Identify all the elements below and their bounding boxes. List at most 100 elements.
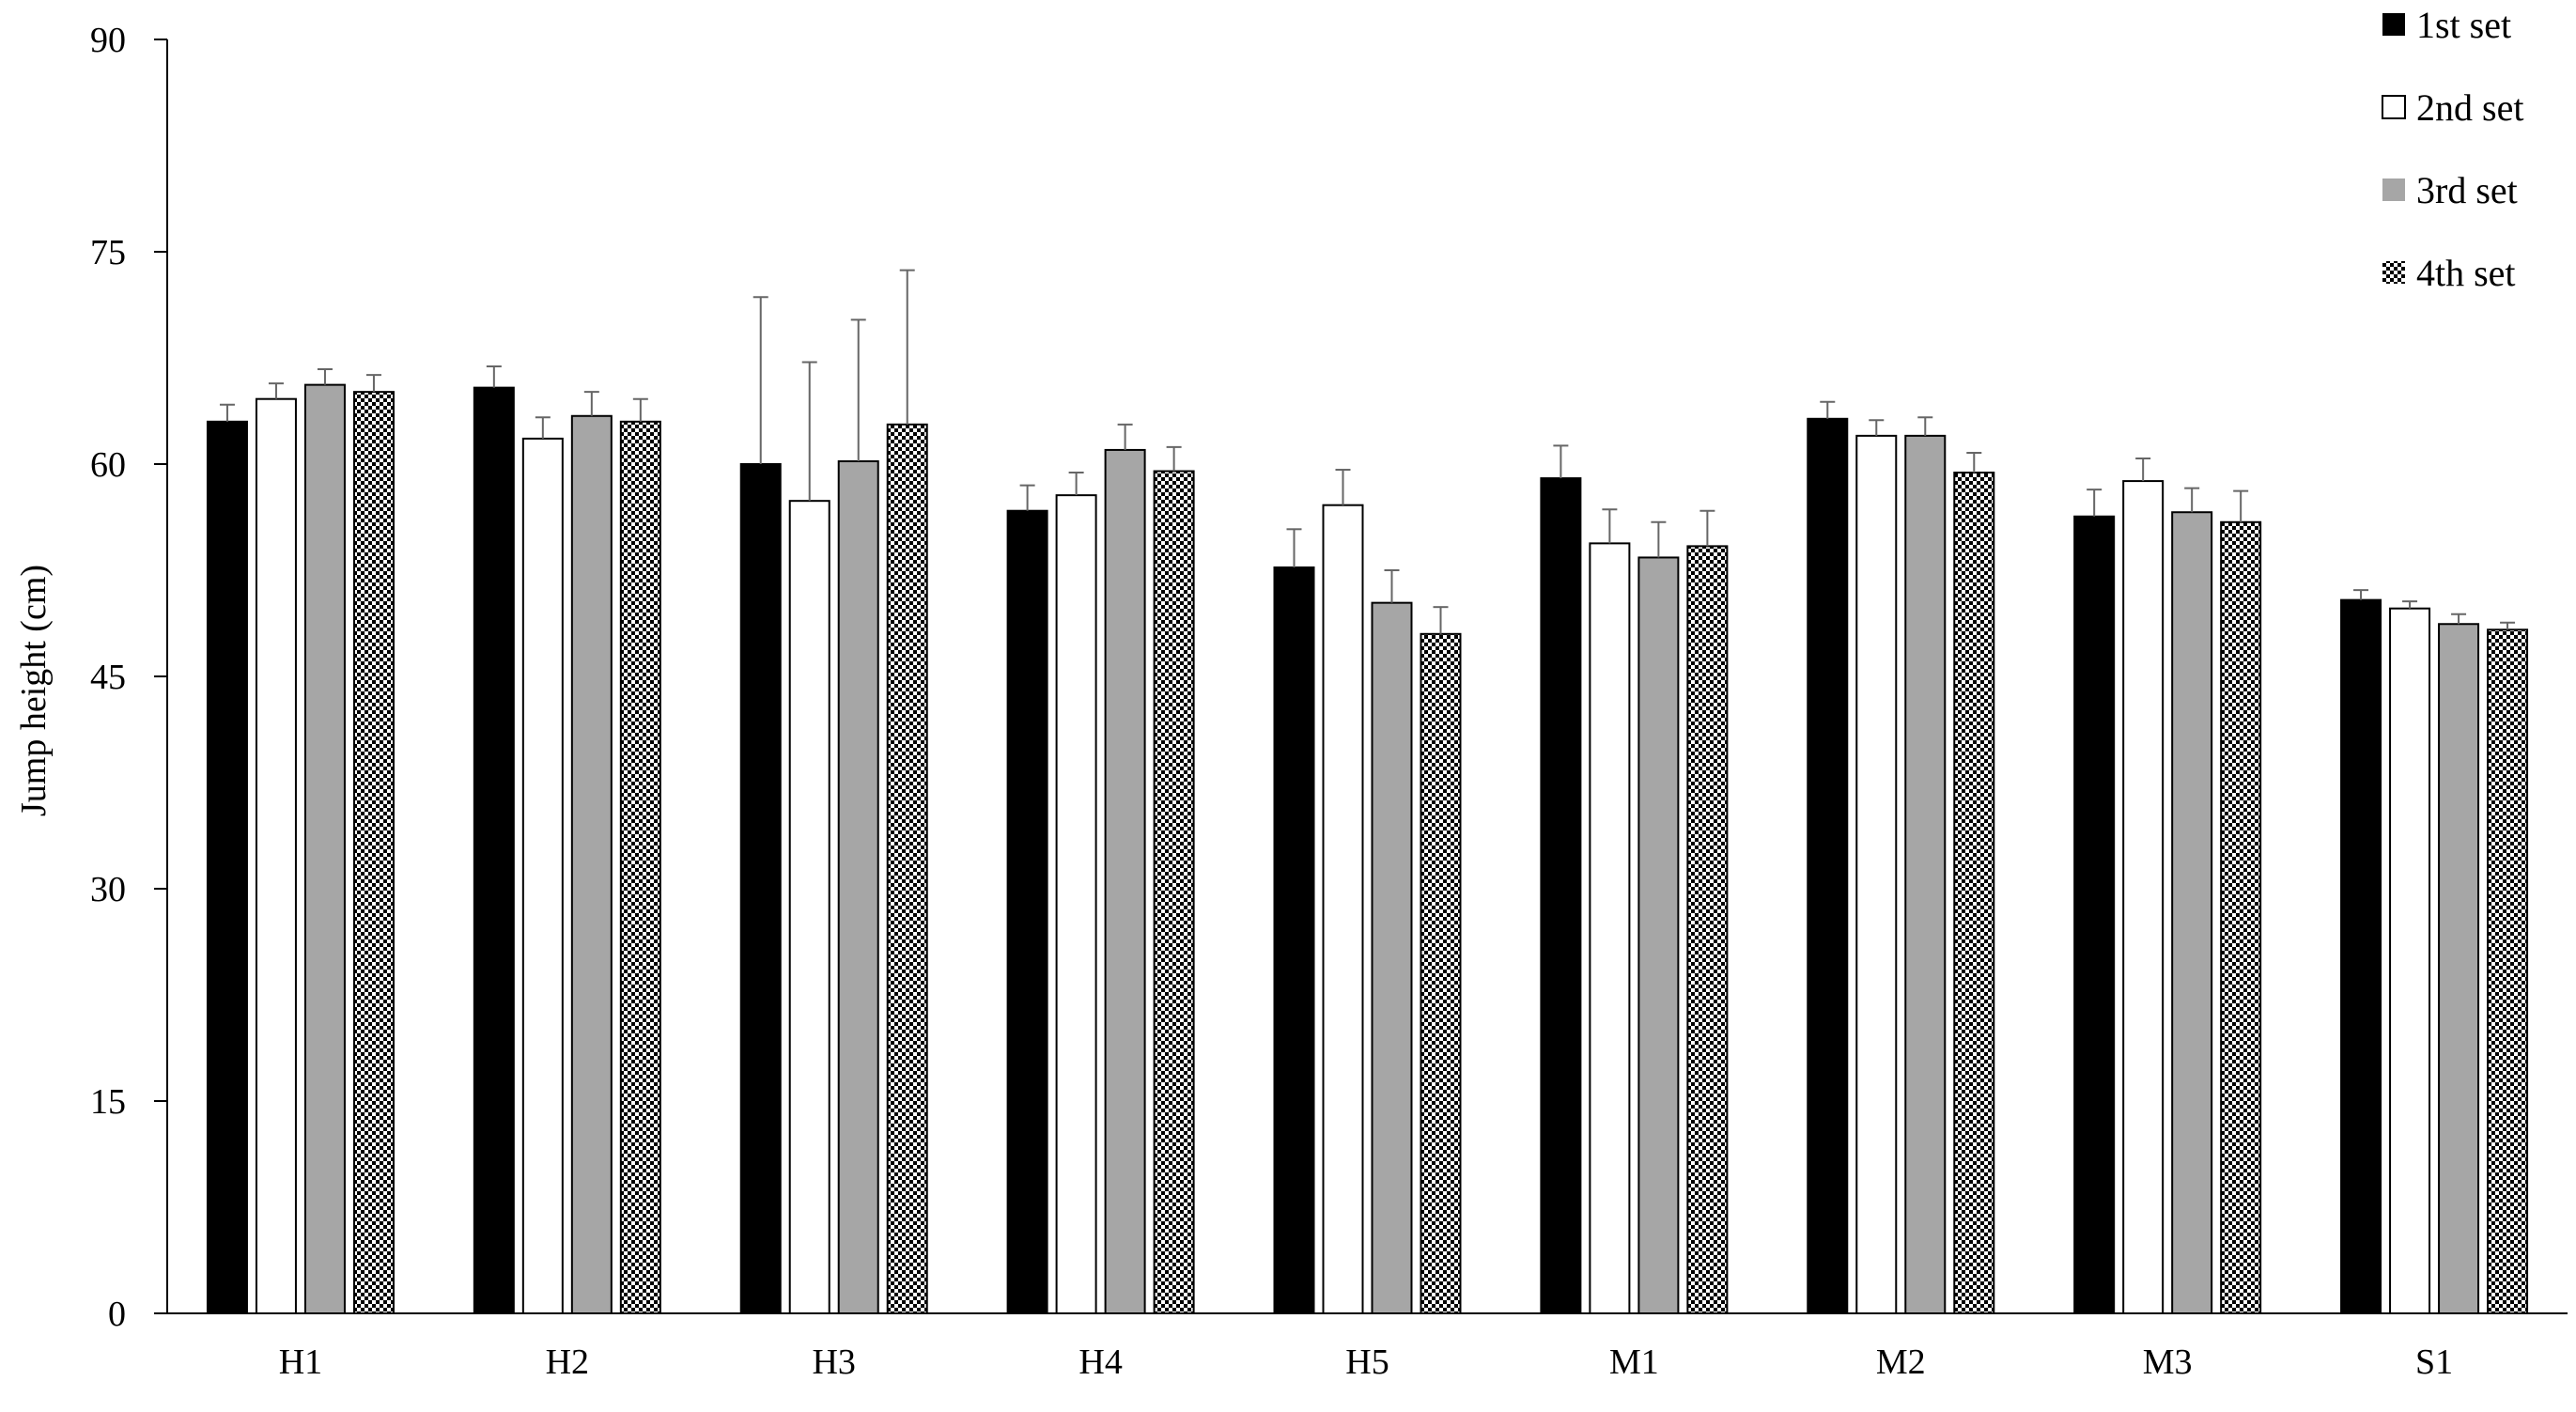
bars-layer [206,383,2529,1315]
legend-item-4th-set: 4th set [2382,252,2516,294]
bar-H1-2nd-set [255,397,297,1314]
legend-swatch [2382,13,2405,36]
error-bar-S1-2nd-set [2402,600,2418,609]
bar-M3-2nd-set [2122,480,2165,1314]
bar-M1-4th-set [1686,545,1729,1314]
error-bar-M2-3rd-set [1917,416,1933,436]
x-tick-label: H2 [546,1342,589,1382]
error-bar-H5-1st-set [1286,528,1302,567]
error-bar-H2-2nd-set [535,416,551,439]
bar-H4-2nd-set [1055,494,1097,1314]
bar-H2-4th-set [619,420,661,1314]
error-bar-H5-3rd-set [1384,569,1400,603]
bar-M3-3rd-set [2171,511,2213,1314]
bar-H1-4th-set [352,391,395,1315]
error-bar-H2-4th-set [632,397,648,422]
legend-label: 4th set [2416,252,2516,294]
bar-S1-2nd-set [2389,607,2431,1314]
x-tick-label: H3 [812,1342,855,1382]
error-bar-S1-4th-set [2500,621,2516,630]
error-bar-M1-3rd-set [1651,520,1667,558]
error-bar-H4-2nd-set [1068,472,1084,496]
error-bar-H3-2nd-set [801,361,817,502]
error-bar-H1-4th-set [365,374,381,393]
error-bar-H4-3rd-set [1117,423,1133,450]
y-axis-label: Jump height (cm) [14,565,54,816]
bar-H5-4th-set [1420,632,1462,1314]
y-tick-label: 60 [90,445,126,485]
error-bar-M2-2nd-set [1869,419,1885,436]
error-bar-M3-2nd-set [2135,457,2151,482]
error-bar-H1-3rd-set [317,368,333,385]
error-bar-H3-4th-set [899,269,915,425]
error-bar-M3-3rd-set [2184,487,2200,513]
error-bar-H4-4th-set [1166,445,1182,472]
bar-H1-1st-set [206,420,248,1314]
x-tick-label: H1 [279,1342,322,1382]
bar-H2-3rd-set [570,414,613,1315]
bar-S1-3rd-set [2438,623,2480,1314]
bar-M1-3rd-set [1637,556,1680,1314]
bar-H1-3rd-set [303,383,346,1315]
error-bar-H3-3rd-set [850,318,866,461]
error-bar-H2-1st-set [486,365,502,388]
bar-M1-1st-set [1540,477,1582,1315]
bar-H2-2nd-set [521,437,564,1314]
error-bar-H1-2nd-set [268,382,284,399]
error-bar-M2-4th-set [1966,451,1982,473]
legend-label: 1st set [2416,4,2511,46]
axes [154,39,2568,1314]
y-tick-label: 15 [90,1082,126,1122]
bar-H5-2nd-set [1322,504,1364,1314]
error-bar-M3-4th-set [2233,489,2249,522]
y-tick-label: 45 [90,658,126,697]
legend-swatch [2382,95,2406,119]
tick-labels: H1 H2 H3 H4 H5 M1 M2 M3 S1 0 15 30 45 60 75 90 [90,21,2453,1382]
bar-H4-1st-set [1006,509,1048,1314]
x-tick-label: H4 [1079,1342,1122,1382]
bar-H5-1st-set [1273,566,1315,1314]
legend-swatch [2382,178,2405,201]
bar-M2-3rd-set [1904,434,1947,1315]
error-bar-S1-1st-set [2353,589,2369,600]
y-tick-label: 0 [108,1295,126,1334]
error-bar-M1-1st-set [1553,444,1569,479]
bar-S1-1st-set [2340,598,2382,1314]
bar-S1-4th-set [2487,628,2529,1314]
legend-item-2nd-set: 2nd set [2382,86,2523,129]
bar-M3-1st-set [2073,515,2116,1314]
bar-H4-4th-set [1153,470,1195,1314]
y-tick-label: 75 [90,233,126,272]
bar-H2-1st-set [473,386,515,1314]
bar-M2-2nd-set [1855,434,1898,1315]
legend-item-3rd-set: 3rd set [2382,169,2518,211]
x-tick-label: H5 [1345,1342,1389,1382]
bar-M3-4th-set [2220,520,2262,1314]
error-bar-M1-4th-set [1699,509,1715,547]
bar-H3-3rd-set [837,459,879,1314]
bar-M1-2nd-set [1589,542,1631,1314]
x-tick-label: M2 [1876,1342,1926,1382]
error-bar-H2-3rd-set [583,391,599,416]
error-bar-H1-1st-set [219,403,235,422]
bar-M2-1st-set [1807,417,1849,1314]
legend-label: 3rd set [2416,169,2518,211]
legend-swatch [2382,261,2405,284]
error-bar-H5-4th-set [1433,606,1449,634]
y-tick-label: 30 [90,870,126,909]
bar-M2-4th-set [1953,472,1995,1315]
error-bar-S1-3rd-set [2451,613,2467,625]
error-bar-M2-1st-set [1820,400,1836,419]
bar-H3-4th-set [886,423,928,1314]
legend: 1st set 2nd set 3rd set 4th set [2382,4,2523,294]
bar-H5-3rd-set [1371,601,1413,1314]
bar-H3-2nd-set [788,500,830,1314]
error-bar-M1-2nd-set [1602,508,1618,544]
error-bar-H5-2nd-set [1335,469,1351,505]
bar-H3-1st-set [739,463,782,1314]
error-bar-H4-1st-set [1019,484,1035,511]
x-tick-label: M1 [1609,1342,1659,1382]
x-tick-label: S1 [2415,1342,2453,1382]
